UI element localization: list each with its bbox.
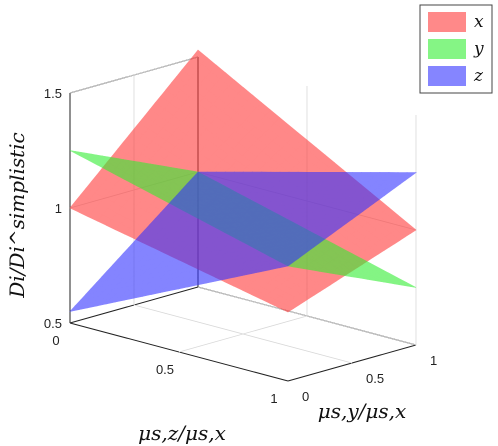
z-tick-label: 0.5: [44, 316, 62, 331]
z-axis-label: Di/Di^simplistic: [5, 132, 29, 298]
y-tick-label: 0.5: [366, 371, 384, 386]
z-axis-label-text: Di/Di^simplistic: [5, 132, 29, 298]
surface-cell: [401, 222, 417, 234]
svg-text:Di/Di^simplistic: Di/Di^simplistic: [5, 132, 29, 298]
x-tick-label: 0.5: [156, 362, 174, 377]
legend-swatch-x: [428, 12, 466, 32]
tick-labels: 0.5 1 1.5 0 0.5 1 0 0.5 1: [44, 86, 437, 406]
surface-cell: [401, 281, 417, 288]
y-tick-label: 1: [430, 353, 437, 368]
x-axis-label: μs,z/μs,x: [138, 421, 226, 445]
z-tick-label: 1: [55, 201, 62, 216]
surfaces: [69, 49, 417, 313]
legend-swatch-z: [428, 66, 466, 86]
legend-label-z: z: [473, 66, 484, 86]
x-tick-label: 0: [52, 333, 59, 348]
surface-cell: [400, 172, 417, 177]
y-axis-label: μs,y/μs,x: [318, 399, 407, 423]
surface-z: [69, 171, 417, 312]
legend-swatch-y: [428, 39, 466, 59]
x-tick-label: 1: [270, 391, 277, 406]
legend-label-x: x: [474, 12, 484, 32]
grid-line: [133, 304, 353, 364]
z-tick-label: 1.5: [44, 86, 62, 101]
legend: xyz: [419, 4, 493, 94]
legend-label-y: y: [473, 39, 484, 59]
y-tick-label: 0: [302, 389, 309, 404]
